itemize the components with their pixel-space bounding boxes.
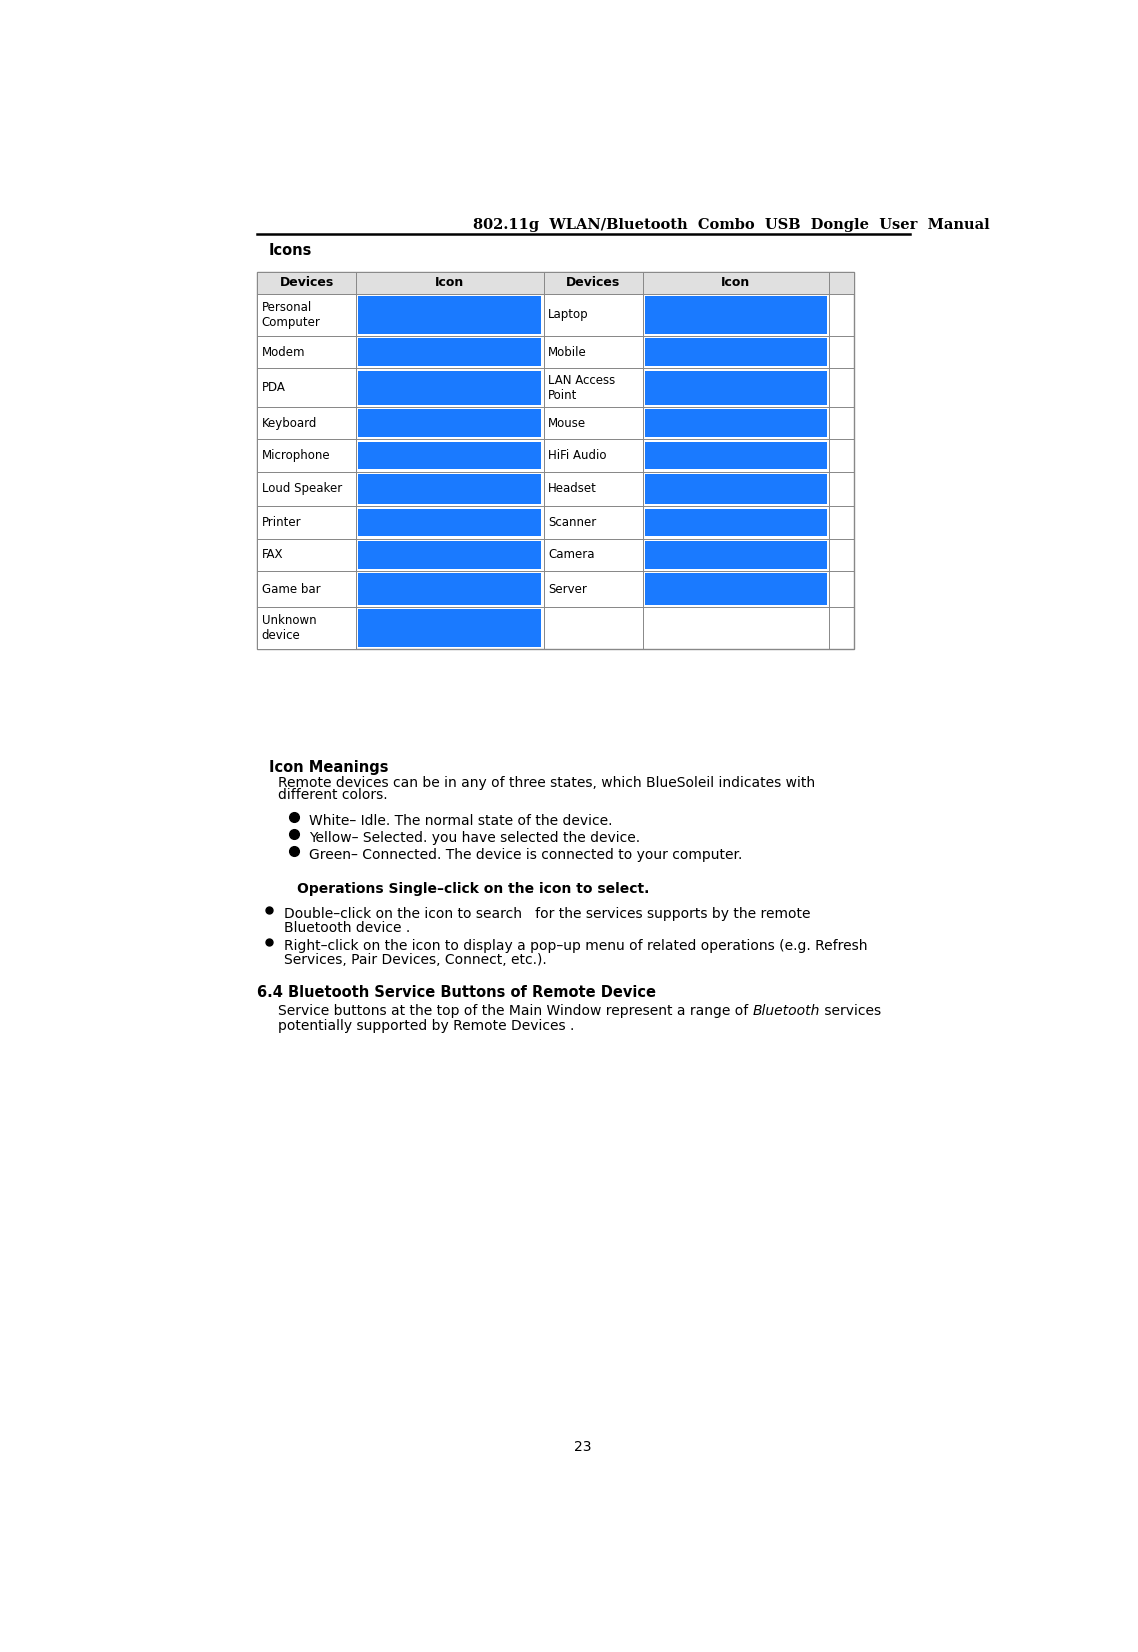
Text: Right–click on the icon to display a pop–up menu of related operations (e.g. Ref: Right–click on the icon to display a pop… — [284, 938, 867, 953]
Text: Operations Single–click on the icon to select.: Operations Single–click on the icon to s… — [297, 882, 650, 895]
Text: Icon: Icon — [436, 276, 464, 289]
Text: 6.4 Bluetooth Service Buttons of Remote Device: 6.4 Bluetooth Service Buttons of Remote … — [257, 985, 655, 999]
Text: Green– Connected. The device is connected to your computer.: Green– Connected. The device is connecte… — [308, 847, 742, 862]
Text: White– Idle. The normal state of the device.: White– Idle. The normal state of the dev… — [308, 814, 612, 828]
Bar — [257, 273, 854, 649]
Text: LAN Access
Point: LAN Access Point — [549, 373, 616, 401]
Bar — [544, 294, 643, 335]
Bar — [257, 539, 356, 572]
Bar — [257, 406, 356, 439]
Bar — [257, 294, 356, 335]
Bar — [645, 339, 826, 367]
Text: Bluetooth: Bluetooth — [752, 1004, 819, 1018]
Text: Loud Speaker: Loud Speaker — [262, 482, 341, 496]
Text: FAX: FAX — [262, 548, 283, 562]
Text: Microphone: Microphone — [262, 449, 330, 463]
Bar — [358, 410, 542, 436]
Text: Laptop: Laptop — [549, 309, 589, 322]
Text: Keyboard: Keyboard — [262, 416, 318, 430]
Bar — [645, 474, 826, 504]
Text: Icon Meanings: Icon Meanings — [269, 760, 388, 775]
Bar — [645, 370, 826, 405]
Bar — [645, 540, 826, 568]
Text: HiFi Audio: HiFi Audio — [549, 449, 607, 463]
Text: Mobile: Mobile — [549, 345, 587, 358]
Text: Remote devices can be in any of three states, which BlueSoleil indicates with: Remote devices can be in any of three st… — [278, 776, 815, 790]
Bar — [257, 572, 356, 606]
Text: Printer: Printer — [262, 515, 302, 529]
Text: Double–click on the icon to search   for the services supports by the remote: Double–click on the icon to search for t… — [284, 907, 810, 920]
Bar — [544, 406, 643, 439]
Text: Service buttons at the top of the Main Window represent a range of: Service buttons at the top of the Main W… — [278, 1004, 752, 1018]
Bar — [257, 368, 356, 406]
Bar — [544, 506, 643, 539]
Text: 802.11g  WLAN/Bluetooth  Combo  USB  Dongle  User  Manual: 802.11g WLAN/Bluetooth Combo USB Dongle … — [473, 218, 990, 233]
Bar — [257, 335, 356, 368]
Text: Camera: Camera — [549, 548, 595, 562]
Text: Bluetooth device .: Bluetooth device . — [284, 920, 411, 935]
Bar — [544, 335, 643, 368]
Bar — [645, 509, 826, 537]
Bar — [257, 608, 356, 649]
Bar — [358, 474, 542, 504]
Bar — [358, 296, 542, 334]
Bar — [544, 439, 643, 471]
Text: 23: 23 — [575, 1441, 592, 1454]
Bar — [358, 339, 542, 367]
Bar — [544, 368, 643, 406]
Text: Scanner: Scanner — [549, 515, 596, 529]
Bar — [544, 539, 643, 572]
Text: Devices: Devices — [567, 276, 620, 289]
Text: Game bar: Game bar — [262, 583, 320, 595]
Text: Services, Pair Devices, Connect, etc.).: Services, Pair Devices, Connect, etc.). — [284, 953, 547, 966]
Text: Unknown
device: Unknown device — [262, 615, 316, 643]
Text: potentially supported by Remote Devices .: potentially supported by Remote Devices … — [278, 1019, 575, 1032]
Bar — [645, 410, 826, 436]
Bar — [257, 471, 356, 506]
Bar — [358, 540, 542, 568]
Bar — [544, 471, 643, 506]
Bar — [544, 572, 643, 606]
Bar — [645, 296, 826, 334]
Text: Headset: Headset — [549, 482, 597, 496]
Text: Mouse: Mouse — [549, 416, 586, 430]
Bar — [358, 610, 542, 648]
Bar — [358, 441, 542, 469]
Bar — [358, 370, 542, 405]
Bar — [257, 273, 854, 294]
Bar — [645, 573, 826, 605]
Bar — [358, 573, 542, 605]
Text: Devices: Devices — [280, 276, 333, 289]
Text: Yellow– Selected. you have selected the device.: Yellow– Selected. you have selected the … — [308, 831, 640, 846]
Text: Modem: Modem — [262, 345, 305, 358]
Text: Icon: Icon — [721, 276, 751, 289]
Text: Icons: Icons — [269, 243, 312, 258]
Text: Server: Server — [549, 583, 587, 595]
Text: Personal
Computer: Personal Computer — [262, 301, 321, 329]
Bar — [257, 439, 356, 471]
Bar — [645, 441, 826, 469]
Text: different colors.: different colors. — [278, 788, 388, 803]
Bar — [358, 509, 542, 537]
Text: services: services — [819, 1004, 881, 1018]
Bar — [257, 506, 356, 539]
Text: PDA: PDA — [262, 382, 286, 395]
